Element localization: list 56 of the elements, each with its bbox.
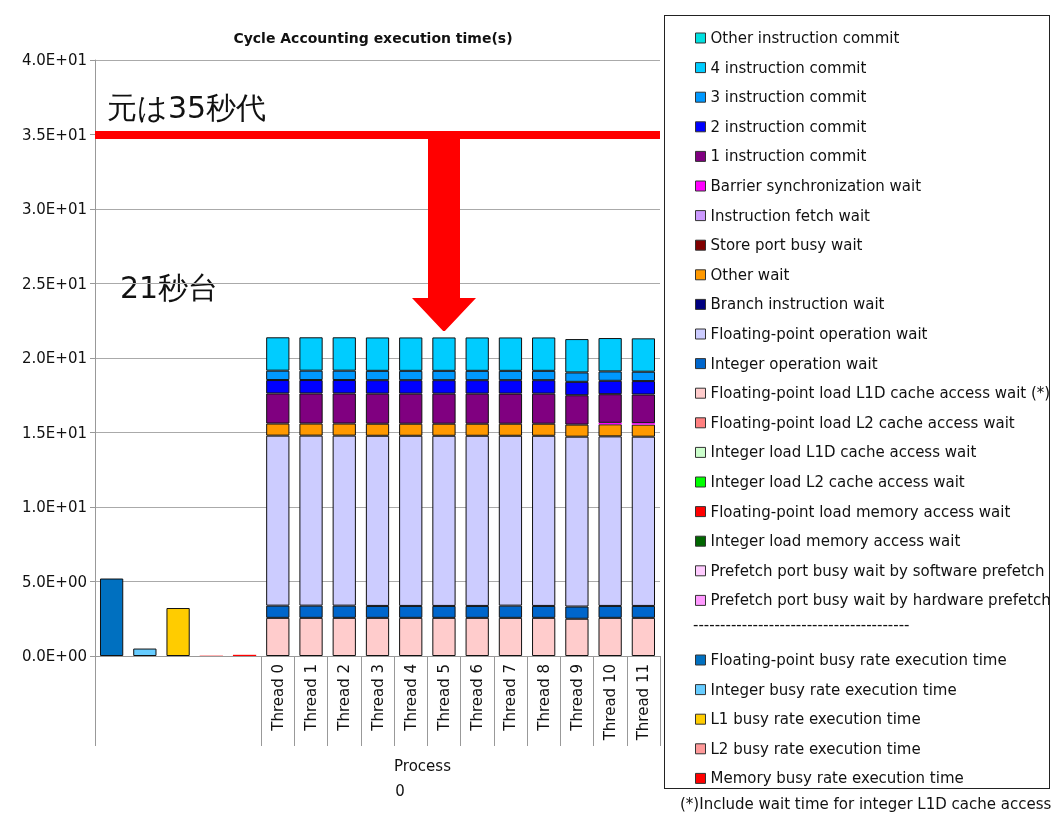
x-tick-label: Thread 6 bbox=[468, 664, 487, 732]
x-tick-label: Thread 11 bbox=[634, 664, 653, 742]
y-tick-label: 1.0E+01 bbox=[22, 498, 87, 516]
legend-label: Floating-point busy rate execution time bbox=[710, 651, 1007, 669]
x-tick-label: Thread 4 bbox=[401, 664, 420, 732]
legend-label: Prefetch port busy wait by software prefetch bbox=[710, 561, 1045, 580]
chart-title: Cycle Accounting execution time(s) bbox=[233, 30, 513, 46]
legend-label: Floating-point operation wait bbox=[710, 325, 928, 343]
y-tick-label: 0.0E+00 bbox=[22, 647, 87, 665]
legend-label: 4 instruction commit bbox=[710, 58, 867, 77]
bar bbox=[133, 648, 157, 656]
legend-label: Prefetch port busy wait by hardware prefetch bbox=[710, 591, 1051, 610]
x-axis-title: Process bbox=[394, 756, 452, 775]
x-tick-label: Thread 7 bbox=[501, 664, 520, 732]
annotation: 21秒台 bbox=[120, 269, 219, 305]
ref-line-label: 元は35秒代 bbox=[107, 90, 267, 125]
legend-label: Store port busy wait bbox=[710, 236, 863, 255]
text: 0 bbox=[395, 781, 405, 800]
y-tick-label: 2.5E+01 bbox=[22, 274, 87, 293]
legend-label: Other wait bbox=[710, 265, 790, 284]
legend-label: Barrier synchronization wait bbox=[710, 177, 922, 195]
text: ---------------------------------------- bbox=[693, 615, 910, 634]
x-tick-label: Thread 0 bbox=[268, 664, 287, 732]
bar bbox=[99, 578, 124, 656]
x-tick-label: Thread 3 bbox=[368, 664, 387, 732]
x-tick-label: Thread 10 bbox=[601, 664, 620, 742]
legend-label: 3 instruction commit bbox=[710, 88, 867, 107]
x-tick-label: Thread 2 bbox=[335, 664, 354, 732]
legend-label: Floating-point load L1D cache access wait (*) bbox=[710, 384, 1051, 403]
legend-label: Floating-point load memory access wait bbox=[710, 502, 1011, 521]
legend-label: Integer operation wait bbox=[710, 354, 878, 373]
legend-label: Memory busy rate execution time bbox=[710, 769, 964, 788]
y-tick-label: 2.0E+01 bbox=[22, 349, 87, 367]
x-tick-label: Thread 9 bbox=[567, 664, 586, 732]
legend-label: Branch instruction wait bbox=[710, 295, 885, 314]
x-tick-label: Thread 8 bbox=[534, 664, 553, 732]
legend-label: Integer load memory access wait bbox=[710, 532, 961, 551]
x-tick-label: Thread 1 bbox=[302, 664, 321, 732]
x-tick-label: Thread 5 bbox=[434, 664, 453, 732]
y-tick-label: 1.5E+01 bbox=[22, 423, 87, 442]
y-tick-label: 3.5E+01 bbox=[22, 125, 87, 144]
legend-label: Integer load L2 cache access wait bbox=[710, 473, 965, 491]
legend-label: L1 busy rate execution time bbox=[710, 710, 921, 729]
legend-label: 2 instruction commit bbox=[710, 117, 867, 136]
y-tick-label: 5.0E+00 bbox=[22, 572, 87, 591]
y-tick-label: 4.0E+01 bbox=[22, 51, 87, 69]
text: (*)Include wait time for integer L1D cache access bbox=[680, 794, 1052, 813]
y-tick-label: 3.0E+01 bbox=[22, 200, 87, 218]
legend-label: Integer load L1D cache access wait bbox=[710, 443, 977, 462]
legend-label: Other instruction commit bbox=[710, 29, 900, 47]
legend-label: Integer busy rate execution time bbox=[710, 680, 957, 699]
legend-label: Floating-point load L2 cache access wait bbox=[710, 413, 1015, 432]
bar bbox=[166, 608, 190, 656]
legend-label: L2 busy rate execution time bbox=[710, 739, 921, 758]
legend-label: Instruction fetch wait bbox=[710, 206, 871, 225]
legend-label: 1 instruction commit bbox=[710, 147, 867, 166]
